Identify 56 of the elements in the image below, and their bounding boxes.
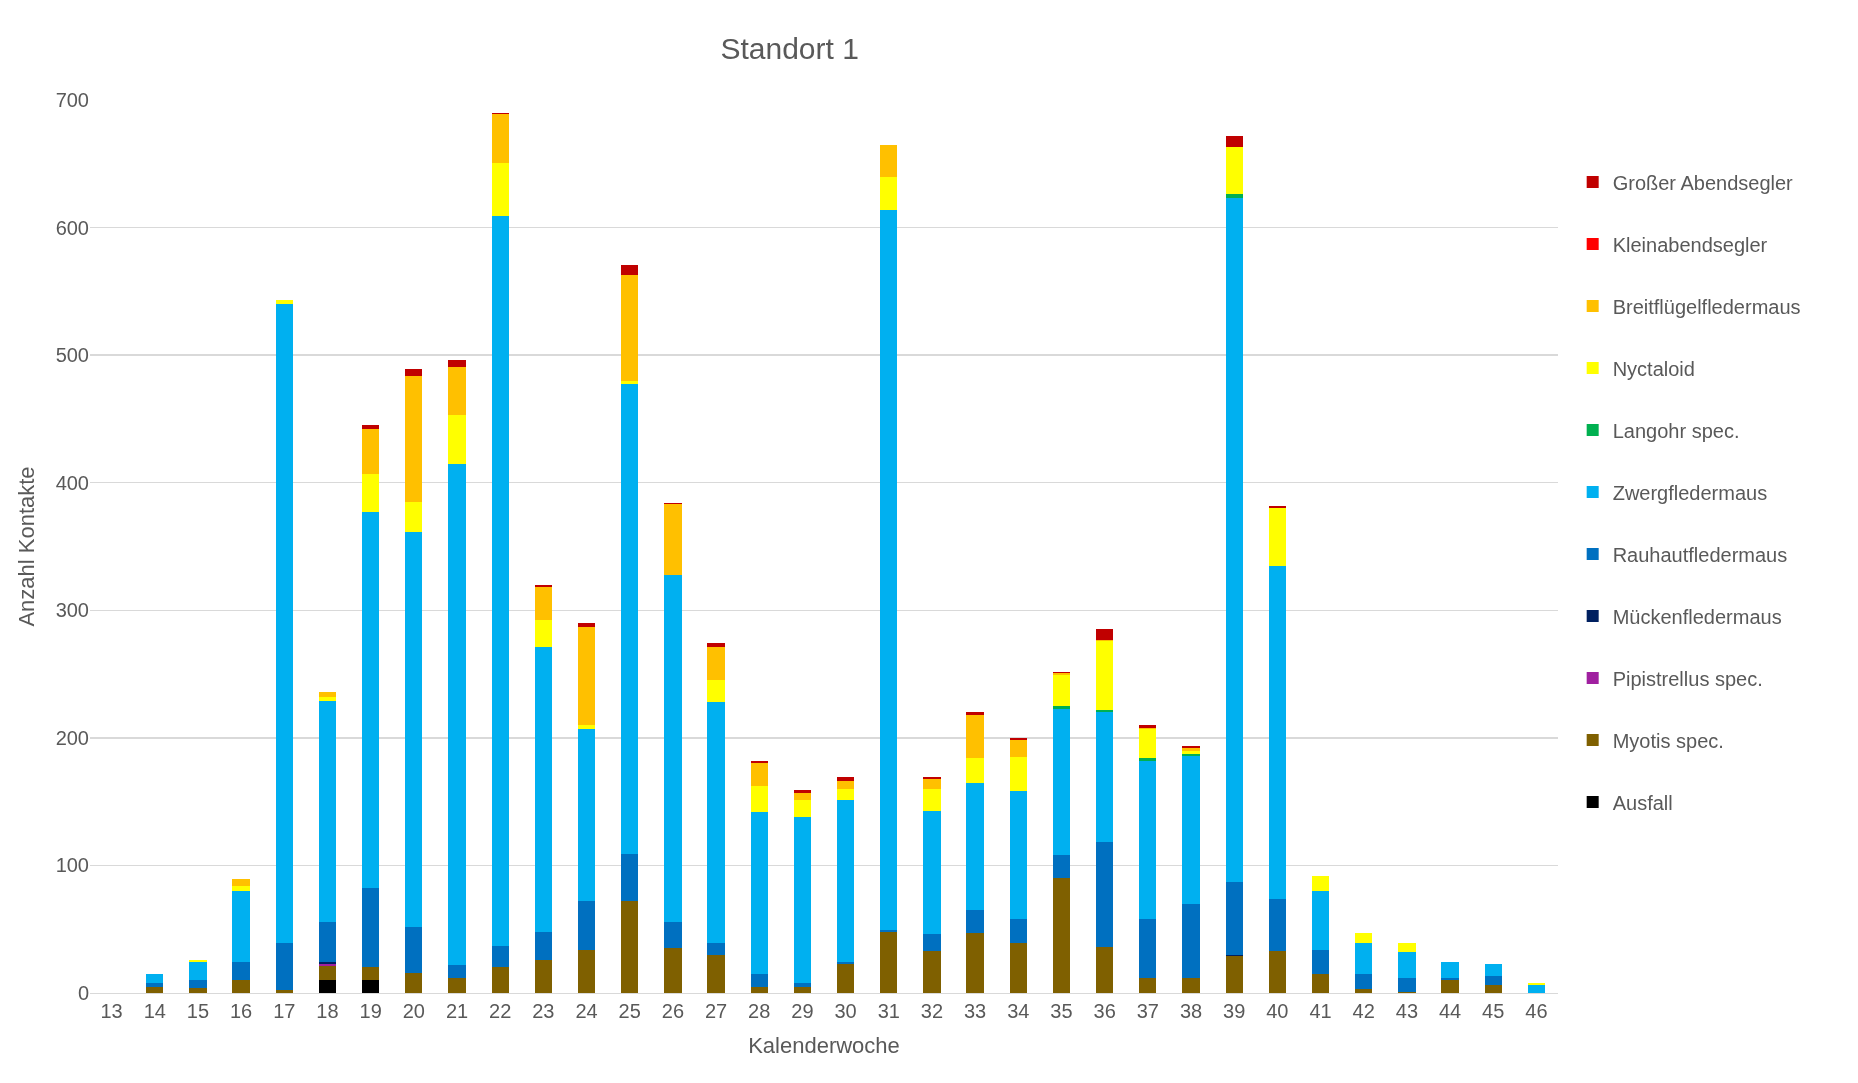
legend-label: Breitflügelfledermaus (1612, 295, 1801, 318)
x-tick-label: 27 (704, 1000, 728, 1022)
legend-label: Großer Abendsegler (1612, 171, 1794, 194)
legend-label: Ausfall (1612, 791, 1673, 814)
x-tick-label: 35 (1050, 1000, 1073, 1022)
x-tick-label: 34 (1007, 1000, 1030, 1022)
x-tick-label: 31 (877, 1000, 900, 1022)
x-tick-label: 41 (1309, 1000, 1332, 1022)
x-tick-label: 29 (791, 1000, 814, 1022)
legend-label: Zwergfledermaus (1612, 481, 1768, 504)
x-tick-label: 17 (273, 1000, 296, 1022)
x-tick-label: 16 (229, 1000, 253, 1022)
x-tick-label: 45 (1482, 1000, 1505, 1022)
x-tick-label: 46 (1525, 1000, 1548, 1022)
x-tick-label: 36 (1093, 1000, 1116, 1022)
x-tick-label: 32 (920, 1000, 944, 1022)
x-tick-label: 38 (1179, 1000, 1203, 1022)
chart-title: Standort 1 (720, 31, 859, 65)
y-tick-label: 400 (55, 471, 89, 494)
x-tick-label: 23 (532, 1000, 555, 1022)
x-tick-label: 13 (100, 1000, 123, 1022)
x-tick-label: 20 (402, 1000, 425, 1022)
legend-label: Nyctaloid (1612, 357, 1695, 380)
x-tick-label: 33 (963, 1000, 987, 1022)
x-tick-label: 19 (359, 1000, 382, 1022)
y-tick-label: 200 (55, 726, 89, 749)
legend-label: Kleinabendsegler (1612, 233, 1768, 256)
x-tick-label: 18 (316, 1000, 339, 1022)
x-tick-label: 14 (143, 1000, 166, 1022)
x-tick-label: 39 (1223, 1000, 1246, 1022)
x-tick-label: 44 (1438, 1000, 1462, 1022)
x-tick-label: 15 (186, 1000, 210, 1022)
x-tick-label: 37 (1136, 1000, 1159, 1022)
y-tick-label: 700 (55, 89, 89, 111)
y-tick-label: 100 (55, 854, 89, 877)
x-tick-label: 42 (1352, 1000, 1375, 1022)
x-tick-label: 24 (575, 1000, 598, 1022)
x-tick-label: 22 (489, 1000, 512, 1022)
y-tick-label: 600 (55, 216, 89, 239)
x-tick-label: 40 (1266, 1000, 1289, 1022)
x-tick-label: 26 (661, 1000, 685, 1022)
legend-label: Pipistrellus spec. (1612, 667, 1763, 690)
x-tick-label: 30 (834, 1000, 857, 1022)
x-tick-label: 28 (748, 1000, 771, 1022)
y-tick-label: 300 (55, 599, 89, 622)
legend-label: Myotis spec. (1612, 729, 1724, 752)
legend-label: Langohr spec. (1612, 419, 1740, 442)
x-tick-label: 25 (618, 1000, 641, 1022)
y-tick-label: 500 (55, 344, 89, 367)
legend-label: Rauhautfledermaus (1612, 543, 1788, 566)
legend-label: Mückenfledermaus (1612, 605, 1782, 628)
x-axis-title: Kalenderwoche (748, 1032, 900, 1058)
y-axis-title: Anzahl Kontakte (14, 466, 40, 627)
x-tick-label: 21 (445, 1000, 469, 1022)
x-tick-label: 43 (1395, 1000, 1419, 1022)
y-tick-label: 0 (77, 982, 89, 1004)
